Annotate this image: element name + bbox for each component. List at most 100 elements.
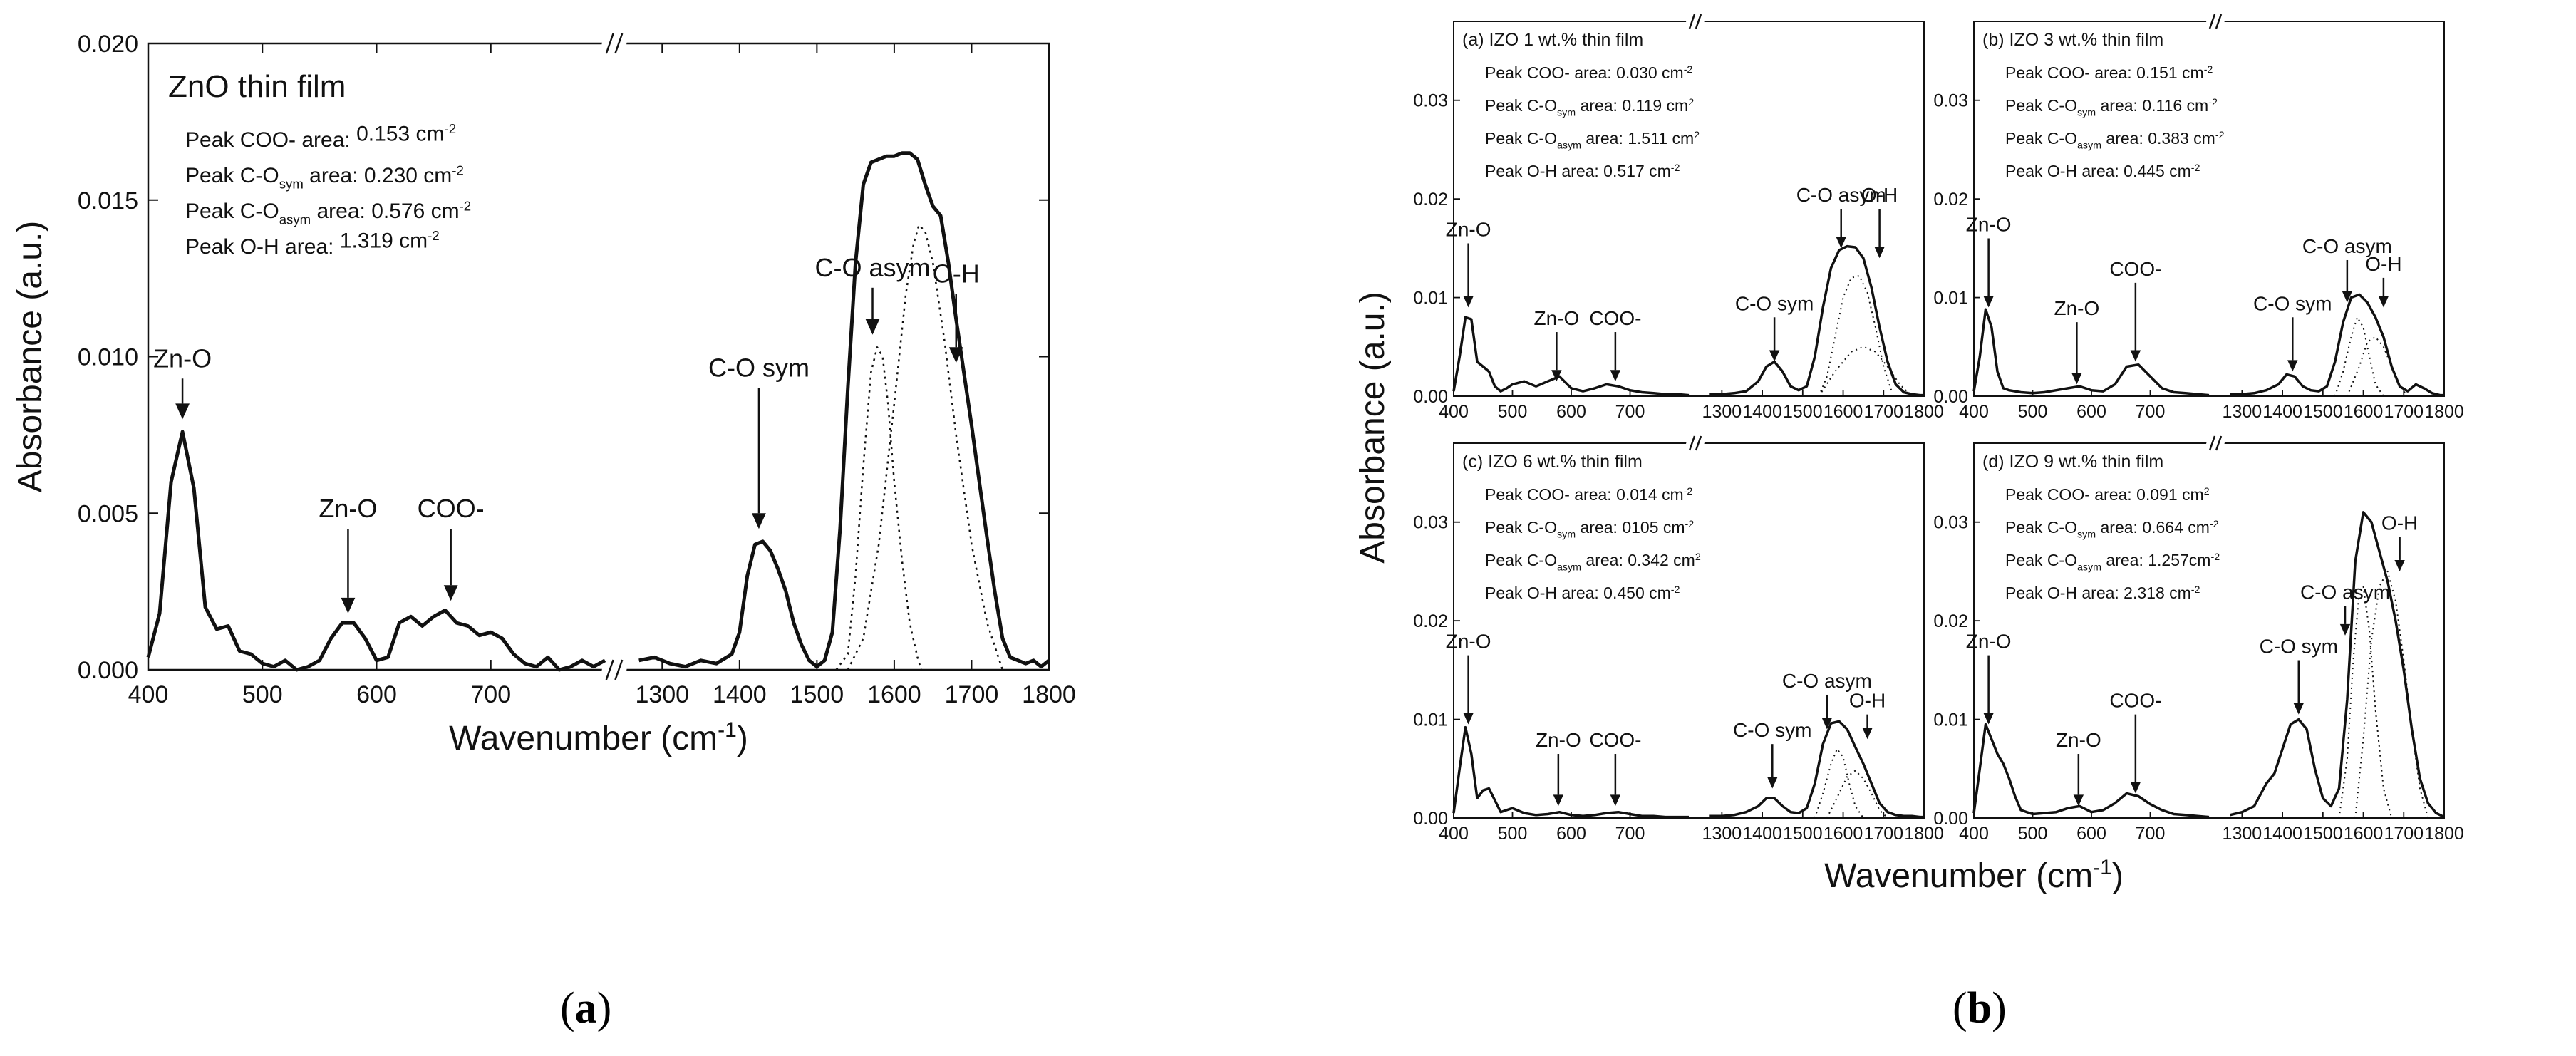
x-tick-label: 1500 bbox=[1783, 824, 1823, 844]
info-span: 2 bbox=[2204, 486, 2210, 497]
info-span: Peak C-O bbox=[1485, 518, 1557, 537]
x-axis-label-main: Wavenumber (cm bbox=[1824, 857, 2093, 895]
peak-area-text: Peak C-Oasym area: 0.342 cm2 bbox=[1485, 551, 1701, 573]
figure-label-b: (b) bbox=[1952, 983, 2007, 1034]
axis-break-top-gap bbox=[601, 36, 627, 51]
info-span: Peak COO- area: 0.151 cm bbox=[2005, 63, 2204, 82]
axis-break-top-slash bbox=[1695, 435, 1702, 451]
info-span: Peak COO- area: bbox=[185, 128, 356, 152]
info-span: -2 bbox=[2191, 584, 2200, 596]
info-span: Peak O-H area: bbox=[185, 235, 340, 259]
y-tick-label: 0.00 bbox=[1933, 809, 1968, 829]
axis-break-top-slash bbox=[1688, 435, 1696, 451]
peak-area-text: Peak O-H area: 2.318 cm-2 bbox=[2005, 584, 2200, 602]
peak-label: Zn-O bbox=[1446, 218, 1491, 240]
peak-label: Zn-O bbox=[1966, 214, 2012, 236]
series-asym-fit bbox=[1814, 748, 1864, 819]
peak-area-text: Peak C-Osym area: 0.664 cm-2 bbox=[2005, 518, 2219, 540]
x-tick-label: 700 bbox=[1615, 402, 1645, 422]
x-tick-label: 1700 bbox=[2384, 402, 2424, 422]
info-span: Peak COO- area: 0.030 cm bbox=[1485, 63, 1684, 82]
subplot-title: (a) IZO 1 wt.% thin film bbox=[1462, 30, 1643, 50]
x-tick-label: 600 bbox=[2076, 402, 2106, 422]
peak-label: O-H bbox=[2381, 512, 2418, 534]
peak-arrow-head bbox=[2287, 360, 2298, 372]
peak-label: C-O asym bbox=[815, 253, 931, 282]
peak-arrow-head bbox=[2394, 559, 2405, 571]
series-measured-right bbox=[2230, 293, 2444, 397]
series-measured bbox=[1452, 316, 1690, 397]
peak-area-text: Peak C-Oasym area: 1.257cm-2 bbox=[2005, 551, 2220, 573]
series-c-o-asym-fit bbox=[847, 224, 1004, 671]
info-span: area: 1.511 cm bbox=[1581, 129, 1694, 147]
axis-break-top-slash bbox=[2215, 14, 2223, 29]
peak-label: Zn-O bbox=[1446, 631, 1491, 653]
y-axis-label: Absorbance (a.u.) bbox=[11, 221, 49, 493]
peak-label: C-O asym bbox=[2300, 581, 2390, 603]
info-span: Peak C-O bbox=[1485, 551, 1557, 569]
series-o-h-fit bbox=[1826, 770, 1888, 819]
info-span: -2 bbox=[1671, 162, 1680, 174]
info-span: Peak COO- area: 0.014 cm bbox=[1485, 485, 1684, 504]
peak-arrow-head bbox=[1983, 713, 1994, 725]
x-tick-label: 1800 bbox=[1904, 402, 1944, 422]
axis-break-top-gap bbox=[2205, 438, 2225, 449]
subplot-a: 400 500 600 700 1300 1400 1500 1600 1700 1800 0.00… bbox=[1413, 14, 1944, 422]
x-tick-label: 1600 bbox=[1824, 824, 1863, 844]
peak-label: O-H bbox=[1861, 184, 1898, 206]
subplot-title: (b) IZO 3 wt.% thin film bbox=[1982, 30, 2163, 50]
peak-label: C-O asym bbox=[2302, 235, 2392, 257]
y-tick-label: 0.01 bbox=[1933, 289, 1968, 309]
info-span: Peak C-O bbox=[2005, 129, 2077, 147]
x-tick-label: 400 bbox=[1959, 824, 1989, 844]
x-tick-label: 700 bbox=[2136, 824, 2166, 844]
info-span: asym bbox=[279, 212, 311, 227]
y-tick-label: 0.02 bbox=[1413, 611, 1448, 631]
y-tick-label: 0.03 bbox=[1933, 91, 1968, 111]
peak-area-text: Peak O-H area: 1.319 cm-2 bbox=[185, 228, 440, 259]
peak-arrow-head bbox=[752, 513, 766, 529]
x-tick-label: 1300 bbox=[1702, 402, 1742, 422]
x-tick-label: 1700 bbox=[1863, 824, 1903, 844]
info-span: area: 0.342 cm bbox=[1581, 551, 1695, 569]
info-span: asym bbox=[1557, 140, 1581, 151]
figure-label-a-open: ( bbox=[560, 984, 575, 1032]
y-tick-label: 0.03 bbox=[1933, 513, 1968, 533]
x-tick-label: 500 bbox=[1498, 402, 1528, 422]
series-measured-right bbox=[2229, 511, 2445, 819]
x-tick-label: 1700 bbox=[1863, 402, 1903, 422]
peak-arrow-head bbox=[1610, 794, 1621, 807]
info-span: -2 bbox=[452, 163, 464, 178]
info-span: Peak C-O bbox=[1485, 96, 1557, 115]
info-span: 0.153 cm bbox=[356, 123, 444, 146]
peak-arrow-head bbox=[865, 319, 880, 335]
peak-label: C-O asym bbox=[1782, 670, 1872, 692]
x-axis-label-sup: -1 bbox=[2093, 856, 2112, 879]
peak-arrow-head bbox=[2342, 291, 2353, 303]
x-tick-label: 600 bbox=[1556, 824, 1586, 844]
axis-break-top-slash bbox=[2208, 14, 2216, 29]
axis-break-top-gap bbox=[1685, 16, 1705, 27]
peak-arrow-head bbox=[948, 347, 963, 363]
info-span: Peak C-O bbox=[1485, 129, 1557, 147]
y-tick-label: 0.010 bbox=[78, 344, 138, 371]
peak-label: O-H bbox=[933, 259, 980, 289]
x-tick-label: 1500 bbox=[2303, 402, 2343, 422]
info-span: -2 bbox=[2191, 162, 2200, 174]
axis-break-bottom-slash bbox=[614, 659, 624, 680]
info-span: asym bbox=[2077, 561, 2101, 573]
info-span: -2 bbox=[428, 228, 440, 243]
x-tick-label: 500 bbox=[2018, 824, 2048, 844]
y-tick-label: 0.00 bbox=[1413, 387, 1448, 407]
axis-break-top-slash bbox=[1695, 14, 1702, 29]
chart-b: 400 500 600 700 1300 1400 1500 1600 1700 18000.00… bbox=[1354, 14, 2464, 895]
y-tick-label: 0.01 bbox=[1413, 289, 1448, 309]
x-tick-label: 600 bbox=[2076, 824, 2106, 844]
peak-arrow-head bbox=[341, 597, 356, 614]
y-tick-label: 0.01 bbox=[1933, 710, 1968, 730]
peak-label: Zn-O bbox=[1536, 729, 1581, 751]
x-tick-label: 1400 bbox=[2262, 402, 2302, 422]
peak-arrow-head bbox=[175, 403, 190, 420]
info-span: -2 bbox=[445, 121, 457, 136]
info-span: area: 0.576 cm bbox=[311, 200, 459, 223]
